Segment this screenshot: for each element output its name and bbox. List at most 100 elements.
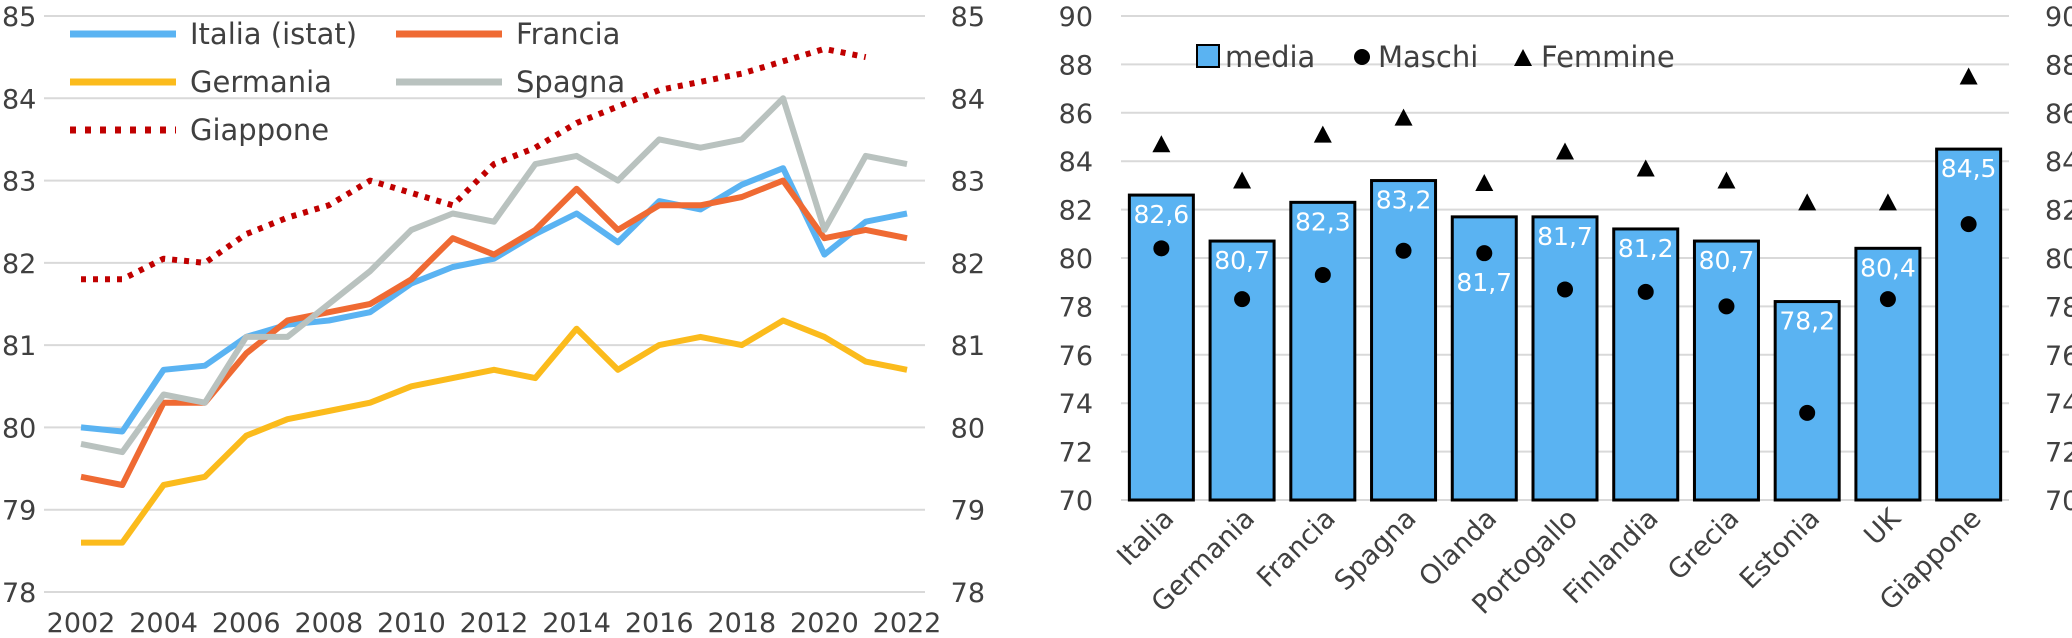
series-line-0	[80, 165, 908, 435]
y-tick-label-right: 86	[2045, 99, 2072, 130]
series-line-1	[80, 177, 908, 488]
bar	[1612, 227, 1680, 502]
bar-value-label: 80,7	[1699, 246, 1755, 275]
bar-value-label: 80,4	[1860, 253, 1916, 282]
y-tick-label-right: 78	[951, 578, 985, 609]
y-tick-label-right: 83	[951, 167, 985, 198]
category-label: Grecia	[1662, 503, 1745, 586]
maschi-marker	[1960, 216, 1977, 233]
maschi-marker	[1234, 291, 1251, 308]
bar-value-label: 81,7	[1456, 268, 1512, 297]
legend-label: Maschi	[1378, 40, 1478, 74]
y-tick-label-left: 80	[2, 413, 36, 444]
bar-value-label: 84,5	[1941, 154, 1997, 183]
series-line-2	[81, 317, 908, 546]
x-tick-label: 2020	[790, 608, 859, 638]
bar	[1450, 215, 1518, 502]
legend-label: Giappone	[190, 113, 329, 147]
y-tick-label-right: 70	[2045, 486, 2072, 517]
legend-label: Italia (istat)	[190, 17, 357, 51]
bar	[1854, 246, 1922, 502]
y-tick-label-right: 82	[2045, 196, 2072, 227]
category-label: Francia	[1251, 503, 1342, 594]
y-tick-label-left: 80	[1059, 244, 1093, 275]
y-tick-label-right: 84	[2045, 147, 2072, 178]
y-tick-label-right: 78	[2045, 292, 2072, 323]
femmine-marker	[1394, 108, 1413, 126]
maschi-marker	[1153, 240, 1170, 257]
legend-label: Spagna	[516, 65, 625, 99]
y-tick-label-left: 78	[1059, 292, 1093, 323]
bar-chart: 70 70 72 72 74 74 76 76 78 78 80 80 82 82 84 84 86 86 88 88…	[1059, 2, 2072, 621]
y-tick-label-left: 84	[2, 84, 36, 115]
y-tick-label-left: 74	[1059, 389, 1093, 420]
y-tick-label-left: 90	[1059, 2, 1093, 33]
x-tick-label: 2022	[873, 608, 942, 638]
y-tick-label-left: 82	[2, 249, 36, 280]
y-tick-label-right: 85	[951, 2, 985, 33]
line-chart: 78 78 79 79 80 80 81 81 82 82 83 83 84 84 85 85 2002 2004…	[2, 2, 985, 638]
y-tick-label-left: 76	[1059, 341, 1093, 372]
femmine-marker	[1636, 159, 1655, 177]
y-tick-label-right: 80	[2045, 244, 2072, 275]
maschi-marker	[1718, 298, 1735, 315]
y-tick-label-right: 76	[2045, 341, 2072, 372]
x-tick-label: 2014	[542, 608, 611, 638]
x-tick-label: 2004	[129, 608, 198, 638]
femmine-marker	[1475, 173, 1494, 191]
bar-value-label: 78,2	[1779, 307, 1835, 336]
maschi-marker	[1476, 245, 1493, 262]
y-tick-label-left: 81	[2, 331, 36, 362]
bar-value-label: 80,7	[1214, 246, 1270, 275]
y-tick-label-right: 84	[951, 84, 985, 115]
y-tick-label-left: 83	[2, 167, 36, 198]
y-tick-label-right: 82	[951, 249, 985, 280]
y-tick-label-left: 82	[1059, 196, 1093, 227]
bar-value-label: 83,2	[1376, 186, 1432, 215]
bar	[1289, 200, 1357, 502]
x-tick-label: 2016	[625, 608, 694, 638]
bar-value-label: 81,2	[1618, 234, 1674, 263]
category-label: Estonia	[1734, 503, 1826, 595]
bar-value-label: 82,3	[1295, 207, 1351, 236]
y-tick-label-left: 88	[1059, 50, 1093, 81]
legend-label: Femmine	[1541, 40, 1675, 74]
bar-value-label: 81,7	[1537, 222, 1593, 251]
legend-label: media	[1225, 40, 1315, 74]
y-tick-label-left: 72	[1059, 438, 1093, 469]
maschi-marker	[1637, 283, 1654, 300]
legend-swatch-femmine	[1514, 49, 1532, 66]
legend-swatch-maschi	[1354, 49, 1370, 65]
y-tick-label-right: 80	[951, 413, 985, 444]
bar	[1531, 215, 1599, 502]
y-tick-label-left: 85	[2, 2, 36, 33]
y-tick-label-right: 74	[2045, 389, 2072, 420]
bar-value-label: 82,6	[1134, 200, 1190, 229]
bar	[1935, 147, 2003, 502]
legend-label: Germania	[190, 65, 332, 99]
y-tick-label-left: 84	[1059, 147, 1093, 178]
bar	[1208, 239, 1276, 502]
bar	[1370, 179, 1438, 502]
x-tick-label: 2002	[47, 608, 116, 638]
maschi-marker	[1879, 291, 1896, 308]
y-tick-label-left: 78	[2, 578, 36, 609]
maschi-marker	[1799, 404, 1816, 421]
bar	[1773, 300, 1841, 502]
femmine-marker	[1233, 171, 1252, 189]
x-tick-label: 2008	[294, 608, 363, 638]
x-tick-label: 2006	[212, 608, 281, 638]
femmine-marker	[1959, 67, 1978, 85]
femmine-marker	[1556, 142, 1574, 160]
y-tick-label-right: 81	[951, 331, 985, 362]
y-tick-label-right: 79	[951, 496, 985, 527]
category-label: UK	[1858, 502, 1907, 551]
y-tick-label-right: 90	[2045, 2, 2072, 33]
femmine-marker	[1798, 193, 1817, 211]
y-tick-label-right: 72	[2045, 438, 2072, 469]
femmine-marker	[1878, 193, 1897, 211]
series-line-3	[80, 95, 908, 456]
category-label: Spagna	[1329, 503, 1423, 597]
femmine-marker	[1313, 125, 1332, 143]
